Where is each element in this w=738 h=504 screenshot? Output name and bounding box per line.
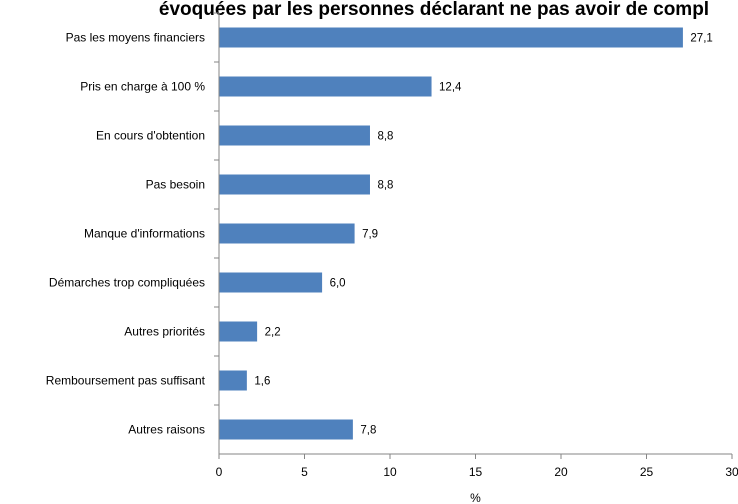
x-axis-title: % <box>470 491 481 504</box>
category-label: Autres raisons <box>128 423 205 437</box>
category-label: Manque d'informations <box>84 227 205 241</box>
category-labels: Pas les moyens financiers Pris en charge … <box>46 31 206 437</box>
category-label: Remboursement pas suffisant <box>46 374 206 388</box>
value-label: 12,4 <box>439 82 462 94</box>
category-label: Pas besoin <box>146 178 205 192</box>
x-tick-label: 20 <box>554 465 568 479</box>
category-label: En cours d'obtention <box>96 129 205 143</box>
chart-title: évoquées par les personnes déclarant ne … <box>159 0 709 20</box>
bar <box>219 272 323 293</box>
x-axis-ticks: 0 5 10 15 20 25 30 <box>214 12 738 479</box>
value-label: 7,8 <box>360 425 376 437</box>
category-label: Pris en charge à 100 % <box>80 80 205 94</box>
x-tick-label: 25 <box>640 465 654 479</box>
bar <box>219 223 355 244</box>
value-label: 2,2 <box>265 327 281 339</box>
value-label: 8,8 <box>377 180 393 192</box>
x-tick-label: 0 <box>216 465 223 479</box>
category-label: Démarches trop compliquées <box>49 276 205 290</box>
value-label: 1,6 <box>254 376 270 388</box>
category-label: Autres priorités <box>124 325 205 339</box>
value-label: 7,9 <box>362 229 378 241</box>
x-tick-label: 30 <box>725 465 738 479</box>
bar <box>219 27 683 48</box>
x-tick-label: 15 <box>469 465 483 479</box>
bar <box>219 370 247 391</box>
bars-layer <box>219 27 683 440</box>
x-tick-label: 5 <box>301 465 308 479</box>
bar <box>219 419 353 440</box>
bar <box>219 174 370 195</box>
x-tick-label: 10 <box>383 465 397 479</box>
value-labels: 27,1 12,4 8,8 8,8 7,9 6,0 2,2 1,6 7,8 <box>254 33 712 437</box>
bar <box>219 321 258 342</box>
value-label: 6,0 <box>330 278 346 290</box>
value-label: 8,8 <box>377 131 393 143</box>
bar <box>219 76 432 97</box>
bar <box>219 125 370 146</box>
value-label: 27,1 <box>690 33 712 45</box>
category-label: Pas les moyens financiers <box>66 31 205 45</box>
